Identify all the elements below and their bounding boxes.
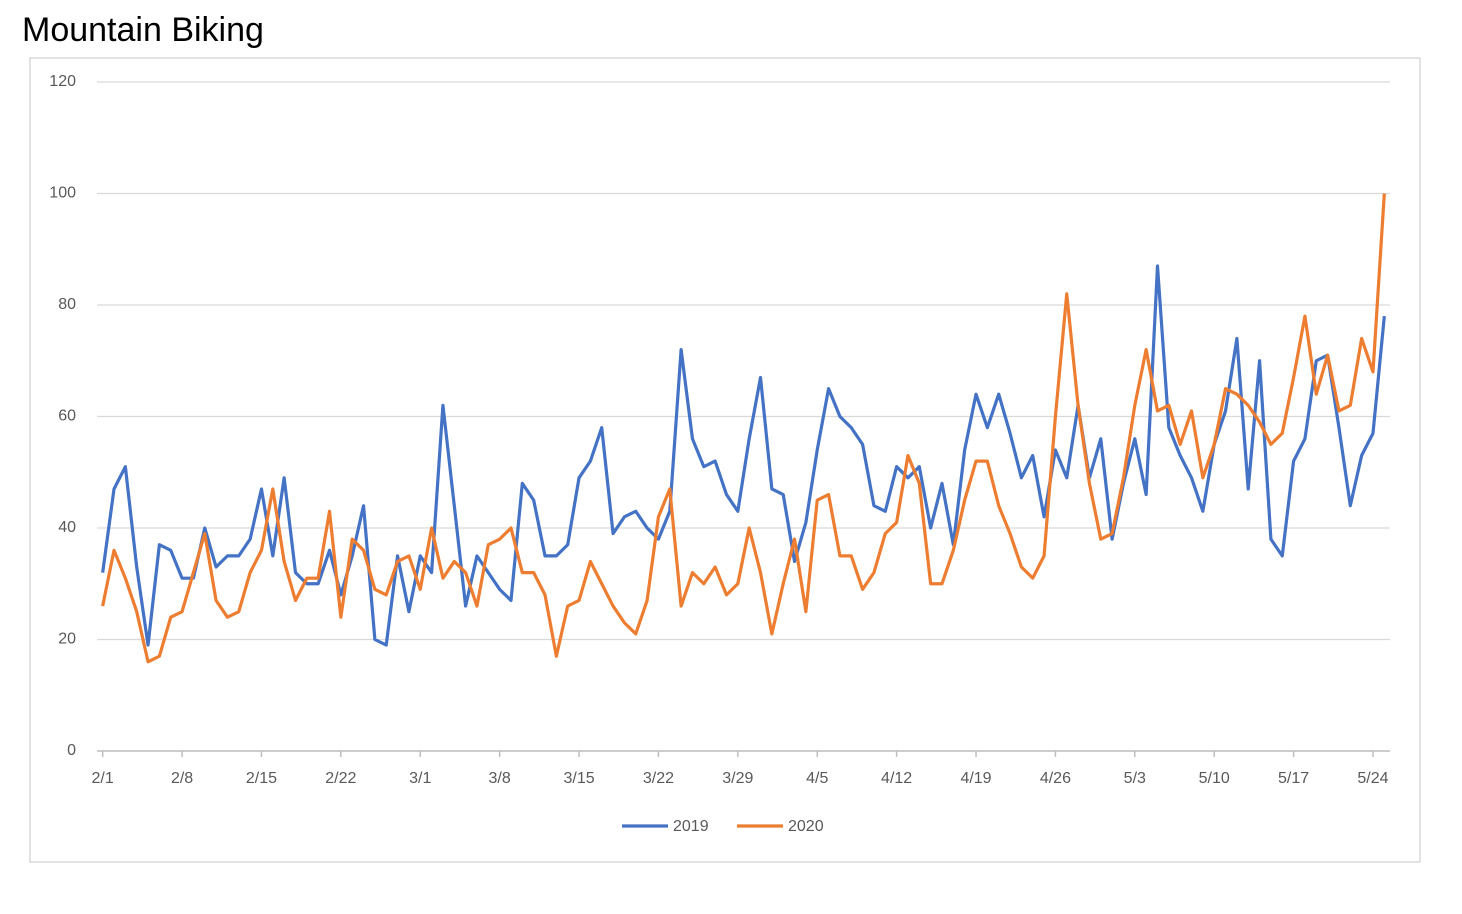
- y-tick-label: 120: [49, 73, 76, 90]
- x-tick-label: 2/1: [92, 770, 114, 787]
- y-tick-label: 80: [58, 296, 76, 313]
- x-tick-label: 4/19: [960, 770, 991, 787]
- series-line: [101, 193, 1386, 664]
- legend-label: 2020: [788, 818, 824, 835]
- x-tick-label: 3/29: [722, 770, 753, 787]
- x-tick-label: 5/17: [1278, 770, 1309, 787]
- x-tick-label: 3/15: [563, 770, 594, 787]
- y-tick-label: 40: [58, 519, 76, 536]
- legend-label: 2019: [673, 818, 709, 835]
- y-tick-label: 0: [67, 742, 76, 759]
- y-tick-label: 60: [58, 408, 76, 425]
- x-tick-label: 2/8: [171, 770, 193, 787]
- chart-frame: [29, 57, 1421, 863]
- x-tick-label: 2/22: [325, 770, 356, 787]
- x-tick-label: 3/8: [489, 770, 511, 787]
- x-tick-label: 4/26: [1040, 770, 1071, 787]
- y-tick-label: 20: [58, 631, 76, 648]
- series-line: [101, 264, 1386, 647]
- x-tick-label: 5/3: [1124, 770, 1146, 787]
- x-tick-label: 4/12: [881, 770, 912, 787]
- x-tick-label: 2/15: [246, 770, 277, 787]
- x-tick-label: 5/10: [1199, 770, 1230, 787]
- x-tick-label: 3/22: [643, 770, 674, 787]
- y-tick-label: 100: [49, 185, 76, 202]
- x-tick-label: 5/24: [1357, 770, 1388, 787]
- chart-title: Mountain Biking: [22, 11, 264, 49]
- x-tick-label: 4/5: [806, 770, 828, 787]
- x-tick-label: 3/1: [409, 770, 431, 787]
